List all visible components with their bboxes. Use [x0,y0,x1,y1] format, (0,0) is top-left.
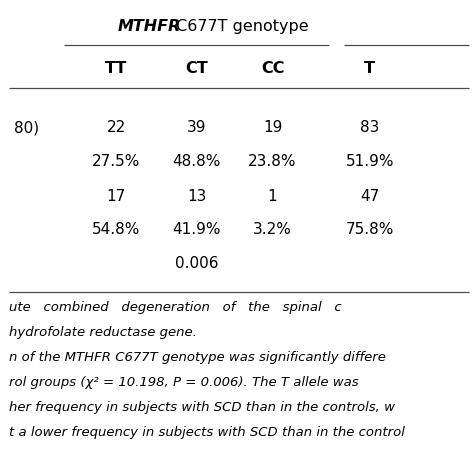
Text: 47: 47 [360,189,379,204]
Text: 80): 80) [13,120,39,136]
Text: 17: 17 [107,189,126,204]
Text: MTHFR: MTHFR [118,18,181,34]
Text: 41.9%: 41.9% [173,222,221,237]
Text: 0.006: 0.006 [175,255,219,271]
Text: 13: 13 [187,189,206,204]
Text: rol groups (χ² = 10.198, P = 0.006). The T allele was: rol groups (χ² = 10.198, P = 0.006). The… [9,376,359,389]
Text: 48.8%: 48.8% [173,154,221,169]
Text: 54.8%: 54.8% [92,222,140,237]
Text: C677T genotype: C677T genotype [171,18,308,34]
Text: her frequency in subjects with SCD than in the controls, w: her frequency in subjects with SCD than … [9,401,395,414]
Text: 51.9%: 51.9% [346,154,394,169]
Text: t a lower frequency in subjects with SCD than in the control: t a lower frequency in subjects with SCD… [9,426,405,439]
Text: 39: 39 [187,120,207,136]
Text: 27.5%: 27.5% [92,154,140,169]
Text: 1: 1 [268,189,277,204]
Text: 83: 83 [360,120,379,136]
Text: hydrofolate reductase gene.: hydrofolate reductase gene. [9,326,197,339]
Text: n of the MTHFR C677T genotype was significantly differe: n of the MTHFR C677T genotype was signif… [9,351,386,364]
Text: 75.8%: 75.8% [346,222,394,237]
Text: 3.2%: 3.2% [253,222,292,237]
Text: 22: 22 [107,120,126,136]
Text: T: T [364,61,375,76]
Text: CT: CT [185,61,208,76]
Text: 19: 19 [263,120,282,136]
Text: 23.8%: 23.8% [248,154,297,169]
Text: ute   combined   degeneration   of   the   spinal   c: ute combined degeneration of the spinal … [9,301,342,314]
Text: CC: CC [261,61,284,76]
Text: TT: TT [105,61,128,76]
